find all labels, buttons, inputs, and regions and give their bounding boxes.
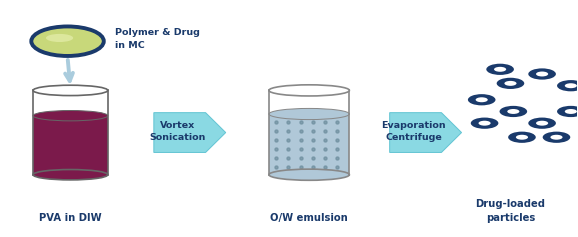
Text: PVA in DIW: PVA in DIW xyxy=(39,213,102,223)
Ellipse shape xyxy=(46,34,73,42)
Ellipse shape xyxy=(550,135,562,140)
Ellipse shape xyxy=(476,97,488,102)
Ellipse shape xyxy=(528,68,556,80)
Ellipse shape xyxy=(565,83,577,88)
Text: Polymer & Drug
in MC: Polymer & Drug in MC xyxy=(115,28,200,50)
Ellipse shape xyxy=(269,85,349,96)
Ellipse shape xyxy=(494,67,506,72)
Polygon shape xyxy=(33,116,108,175)
Ellipse shape xyxy=(536,121,548,126)
Ellipse shape xyxy=(33,169,108,180)
Ellipse shape xyxy=(479,121,491,126)
Polygon shape xyxy=(390,113,462,152)
Ellipse shape xyxy=(499,106,527,117)
Ellipse shape xyxy=(497,78,524,89)
Polygon shape xyxy=(269,114,349,175)
Ellipse shape xyxy=(486,64,514,75)
Ellipse shape xyxy=(557,80,578,91)
Ellipse shape xyxy=(505,81,517,86)
Ellipse shape xyxy=(468,94,495,105)
Ellipse shape xyxy=(508,132,536,143)
Text: Drug-loaded
particles: Drug-loaded particles xyxy=(476,199,546,223)
Ellipse shape xyxy=(470,118,498,129)
Text: O/W emulsion: O/W emulsion xyxy=(271,213,348,223)
Ellipse shape xyxy=(33,85,108,96)
Ellipse shape xyxy=(557,106,578,117)
Ellipse shape xyxy=(536,72,548,77)
Ellipse shape xyxy=(33,110,108,121)
Text: Vortex
Sonication: Vortex Sonication xyxy=(149,121,206,142)
Ellipse shape xyxy=(528,118,556,129)
Polygon shape xyxy=(154,113,226,152)
Text: Evaporation
Centrifuge: Evaporation Centrifuge xyxy=(381,121,446,142)
Ellipse shape xyxy=(269,109,349,120)
Ellipse shape xyxy=(31,27,104,56)
Ellipse shape xyxy=(516,135,528,140)
Ellipse shape xyxy=(269,169,349,180)
Ellipse shape xyxy=(507,109,520,114)
Ellipse shape xyxy=(543,132,570,143)
FancyArrowPatch shape xyxy=(65,60,73,81)
Ellipse shape xyxy=(565,109,577,114)
